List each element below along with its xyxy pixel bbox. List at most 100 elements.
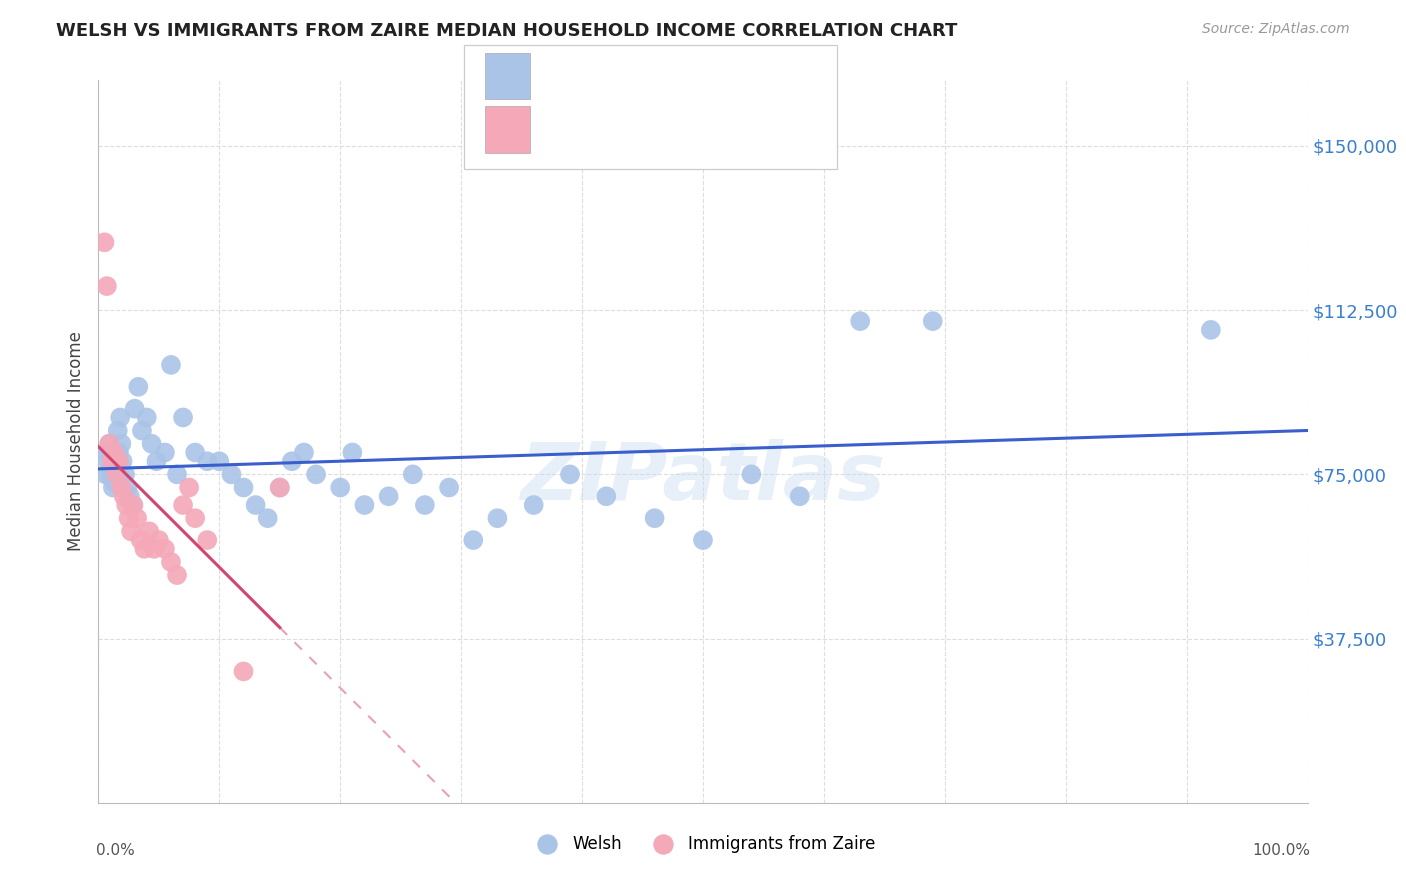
Point xyxy=(103,445,125,459)
Point xyxy=(135,410,157,425)
Point xyxy=(100,463,122,477)
Point xyxy=(245,498,267,512)
Point xyxy=(96,445,118,459)
Point xyxy=(100,472,122,486)
Text: 100.0%: 100.0% xyxy=(1251,843,1310,857)
Point xyxy=(1199,323,1222,337)
Point xyxy=(105,458,128,473)
Point xyxy=(166,568,188,582)
Text: WELSH VS IMMIGRANTS FROM ZAIRE MEDIAN HOUSEHOLD INCOME CORRELATION CHART: WELSH VS IMMIGRANTS FROM ZAIRE MEDIAN HO… xyxy=(56,22,957,40)
Point xyxy=(692,533,714,547)
Point xyxy=(789,489,811,503)
Point xyxy=(353,498,375,512)
Point xyxy=(269,481,291,495)
Point xyxy=(195,454,218,468)
Point xyxy=(184,511,207,525)
Point xyxy=(97,454,120,468)
Point xyxy=(208,454,231,468)
Point xyxy=(153,541,176,556)
Point xyxy=(138,524,160,539)
Point xyxy=(107,424,129,438)
Point xyxy=(143,541,166,556)
Point xyxy=(127,511,149,525)
Point xyxy=(292,445,315,459)
Text: -0.280: -0.280 xyxy=(583,120,637,138)
Point xyxy=(118,489,141,503)
Point xyxy=(148,533,170,547)
Point xyxy=(402,467,425,482)
Point xyxy=(115,498,138,512)
Point xyxy=(849,314,872,328)
Point xyxy=(134,541,156,556)
Point xyxy=(110,436,132,450)
Point xyxy=(184,445,207,459)
Point xyxy=(101,481,124,495)
Point xyxy=(256,511,278,525)
Point xyxy=(108,410,131,425)
Text: 28: 28 xyxy=(710,120,731,138)
Point xyxy=(131,424,153,438)
Point xyxy=(166,467,188,482)
Text: 59: 59 xyxy=(710,67,731,85)
Text: ZIPatlas: ZIPatlas xyxy=(520,439,886,516)
Point xyxy=(644,511,666,525)
Text: R =: R = xyxy=(538,120,575,138)
Point xyxy=(100,454,122,468)
Point xyxy=(96,279,118,293)
Point xyxy=(195,533,218,547)
Point xyxy=(437,481,460,495)
Point xyxy=(105,467,128,482)
Point xyxy=(108,445,131,459)
Point xyxy=(93,235,115,250)
Point xyxy=(463,533,485,547)
Point xyxy=(117,481,139,495)
Point xyxy=(179,481,201,495)
Point xyxy=(124,401,146,416)
Point xyxy=(118,511,141,525)
Point xyxy=(122,498,145,512)
Point xyxy=(595,489,617,503)
Point xyxy=(111,454,134,468)
Point xyxy=(342,445,364,459)
Legend: Welsh, Immigrants from Zaire: Welsh, Immigrants from Zaire xyxy=(523,828,883,860)
Point xyxy=(486,511,509,525)
Point xyxy=(305,467,328,482)
Point xyxy=(172,410,194,425)
Point xyxy=(160,555,183,569)
Point xyxy=(921,314,943,328)
Point xyxy=(104,476,127,491)
Point xyxy=(232,665,254,679)
Point xyxy=(329,481,352,495)
Point xyxy=(120,524,142,539)
Text: 0.107: 0.107 xyxy=(583,67,631,85)
Point xyxy=(103,450,125,464)
Point xyxy=(172,498,194,512)
Text: Source: ZipAtlas.com: Source: ZipAtlas.com xyxy=(1202,22,1350,37)
Text: 0.0%: 0.0% xyxy=(96,843,135,857)
Point xyxy=(98,436,121,450)
Point xyxy=(377,489,399,503)
Text: R =: R = xyxy=(538,67,575,85)
Point xyxy=(94,467,117,482)
Text: N =: N = xyxy=(665,67,702,85)
Point xyxy=(160,358,183,372)
Point xyxy=(141,436,163,450)
Text: N =: N = xyxy=(665,120,702,138)
Point xyxy=(153,445,176,459)
Point xyxy=(523,498,546,512)
Point xyxy=(114,467,136,482)
Point xyxy=(110,481,132,495)
Y-axis label: Median Household Income: Median Household Income xyxy=(66,332,84,551)
Point xyxy=(98,436,121,450)
Point xyxy=(413,498,436,512)
Point xyxy=(127,380,149,394)
Point xyxy=(129,533,152,547)
Point xyxy=(121,498,143,512)
Point xyxy=(269,481,291,495)
Point xyxy=(232,481,254,495)
Point xyxy=(112,489,135,503)
Point xyxy=(281,454,304,468)
Point xyxy=(558,467,581,482)
Point xyxy=(145,454,167,468)
Point xyxy=(740,467,762,482)
